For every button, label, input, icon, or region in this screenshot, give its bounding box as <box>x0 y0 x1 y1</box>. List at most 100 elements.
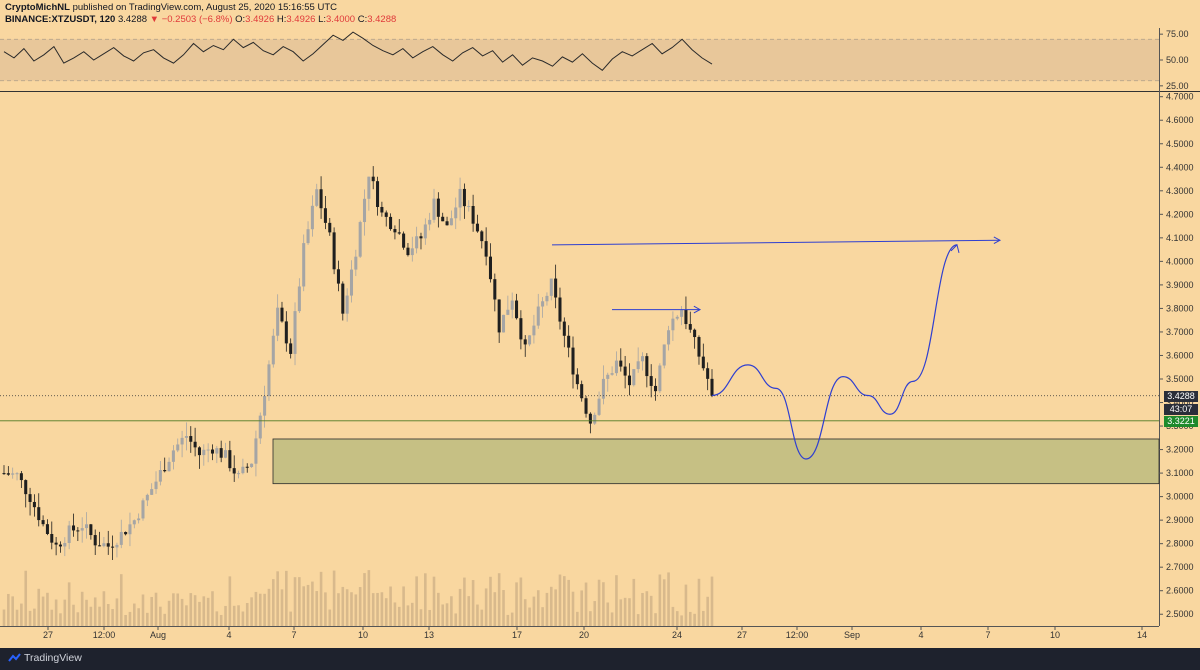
oscillator-tick-label: 50.00 <box>1166 55 1189 65</box>
price-tick-label: 2.5000 <box>1166 609 1194 619</box>
candle-body <box>688 324 692 330</box>
volume-bar <box>202 596 206 626</box>
candle-body <box>397 232 401 234</box>
candle-body <box>384 212 388 217</box>
price-tick-label: 4.1000 <box>1166 233 1194 243</box>
volume-bar <box>298 577 301 626</box>
volume-bar <box>649 595 653 626</box>
candle-body <box>697 337 701 357</box>
volume-bar <box>332 570 336 626</box>
candle-body <box>601 378 605 399</box>
demand-zone <box>272 438 1160 485</box>
candle-body <box>306 229 310 244</box>
volume-bar <box>159 606 162 626</box>
volume-bar <box>623 597 627 626</box>
volume-bar <box>406 605 410 626</box>
symbol-label[interactable]: BINANCE:XTZUSDT, 120 <box>5 14 116 25</box>
volume-bar <box>85 599 88 626</box>
footer-brand[interactable]: TradingView <box>24 652 82 664</box>
candle-body <box>684 309 688 325</box>
projection-path <box>711 244 958 460</box>
candle-body <box>445 221 449 226</box>
volume-bar <box>146 612 149 626</box>
arrow-shaft <box>551 239 1001 246</box>
volume-bar <box>706 596 709 626</box>
volume-bar <box>119 574 123 626</box>
volume-bar <box>584 582 588 626</box>
candle-body <box>667 330 671 345</box>
price-tick-label: 3.5000 <box>1166 374 1194 384</box>
candle-body <box>371 176 375 182</box>
volume-bar <box>549 586 553 626</box>
candle-body <box>37 507 41 521</box>
candle-body <box>45 524 49 534</box>
published-text: published on TradingView.com, August 25,… <box>72 2 337 13</box>
volume-bar <box>20 603 23 626</box>
candle-body <box>137 518 141 521</box>
volume-bar <box>206 597 210 626</box>
volume-bar <box>515 582 518 626</box>
arrow-head <box>693 305 702 314</box>
volume-bar <box>267 588 271 626</box>
candle-series <box>2 166 714 561</box>
candle-body <box>636 361 640 370</box>
candle-body <box>193 441 197 448</box>
candle-body <box>484 241 488 257</box>
price-tick-label: 4.7000 <box>1166 92 1194 102</box>
candle-body <box>271 335 275 365</box>
volume-bar <box>163 613 167 626</box>
footer-bar: TradingView <box>0 648 1200 670</box>
chart-canvas[interactable]: 75.00 50.00 25.004.7000 4.6000 4.5000 4.4000 4… <box>0 0 1200 648</box>
oscillator-tick-label: 25.00 <box>1166 81 1189 91</box>
candle-body <box>154 481 158 490</box>
candle-body <box>640 356 645 362</box>
candle-body <box>254 438 258 464</box>
volume-bar <box>480 609 484 626</box>
volume-bar <box>463 577 466 626</box>
oscillator-tick-label: 75.00 <box>1166 29 1189 39</box>
close-value: 3.4288 <box>367 14 397 25</box>
tradingview-logo-icon[interactable] <box>8 652 21 665</box>
volume-bar <box>15 609 19 626</box>
volume-bar <box>662 579 666 626</box>
candle-body <box>219 448 223 458</box>
candle-body <box>458 188 462 208</box>
candle-body <box>545 295 549 302</box>
projection-arrow-head <box>950 243 960 254</box>
candle-body <box>237 473 241 475</box>
volume-bar <box>63 599 67 626</box>
author-name[interactable]: CryptoMichNL <box>5 2 70 13</box>
candle-body <box>419 236 423 239</box>
volume-bar <box>232 605 236 626</box>
candle-body <box>2 473 6 475</box>
volume-bar <box>458 588 462 626</box>
volume-bar <box>532 596 536 626</box>
price-tick-label: 4.2000 <box>1166 209 1194 219</box>
volume-bar <box>519 577 523 626</box>
candle-body <box>562 321 566 336</box>
volume-bar <box>610 612 614 626</box>
candle-body <box>423 224 427 239</box>
volume-bar <box>215 611 219 626</box>
candle-body <box>345 295 349 314</box>
candle-body <box>510 300 514 310</box>
volume-bar <box>185 605 188 626</box>
volume-bar <box>241 611 245 626</box>
volume-bar <box>376 592 379 626</box>
volume-bar <box>224 605 227 626</box>
volume-bar <box>506 614 510 626</box>
price-tick-label: 3.9000 <box>1166 280 1194 290</box>
volume-bar <box>363 573 366 626</box>
candle-body <box>380 206 384 213</box>
candle-body <box>632 369 636 386</box>
volume-bar <box>654 613 657 626</box>
volume-bar <box>428 609 431 626</box>
candle-body <box>323 208 327 223</box>
volume-bar <box>11 596 14 626</box>
volume-bar <box>67 582 71 626</box>
candle-body <box>245 466 249 468</box>
volume-bar <box>2 609 6 626</box>
time-tick-label: 14 <box>1137 630 1147 640</box>
volume-bar <box>111 609 114 626</box>
volume-bar <box>276 571 279 626</box>
